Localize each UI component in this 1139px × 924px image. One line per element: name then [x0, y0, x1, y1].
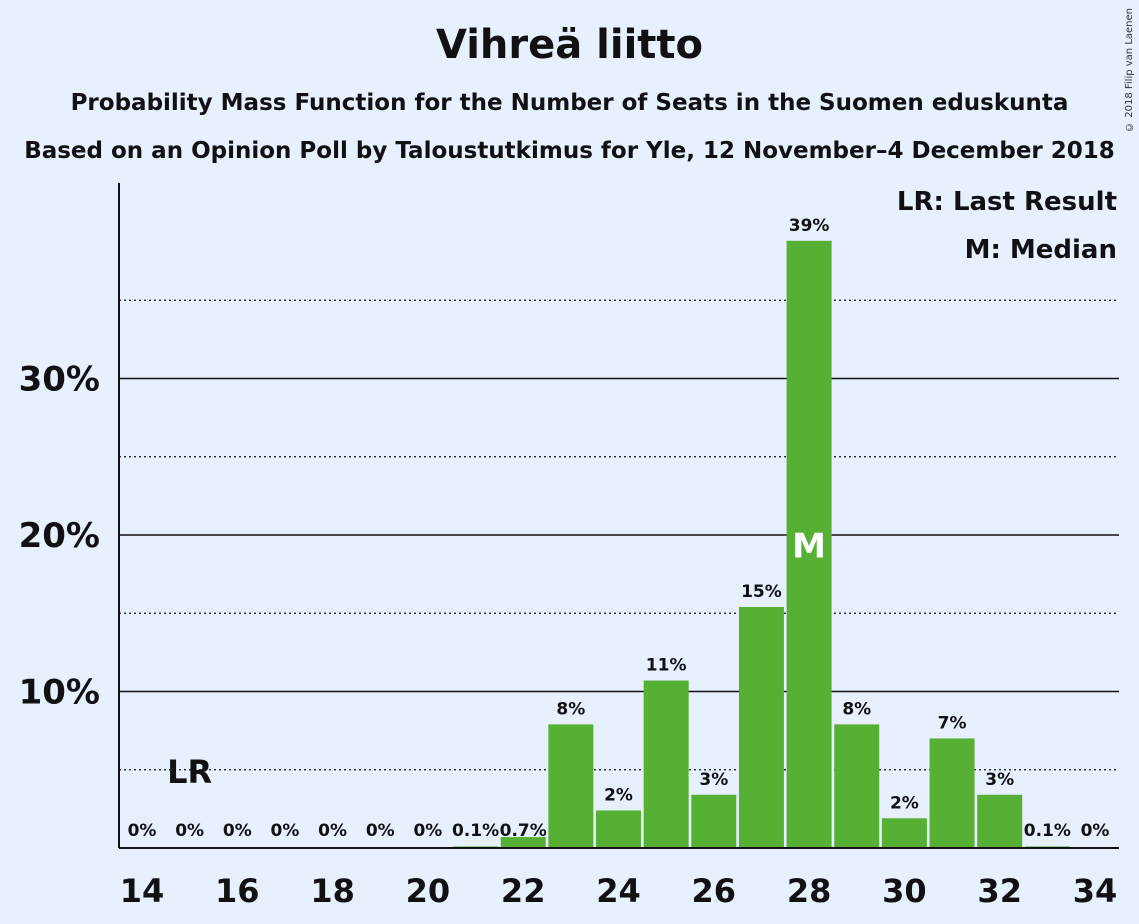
x-tick-label: 26 [692, 872, 737, 910]
bar-seat-25 [643, 680, 689, 848]
bar-seat-24 [596, 810, 641, 848]
median-marker: M [792, 526, 826, 566]
bar-label-seat-17: 0% [271, 821, 300, 841]
bar-label-seat-18: 0% [318, 821, 347, 841]
bar-seat-27 [738, 606, 784, 848]
bar-label-seat-31: 7% [938, 713, 967, 733]
chart-subtitle-line1: Probability Mass Function for the Number… [70, 90, 1069, 116]
bar-value-labels: 0% 0% 0% 0% 0% 0% 0% 0.1% 0.7%8%2%11%3%15%39%8%2… [128, 216, 1110, 841]
bar-seat-28 [786, 240, 832, 848]
gridlines [119, 299, 1119, 771]
bar-label-seat-24: 2% [604, 785, 633, 805]
bar-label-seat-14: 0% [128, 821, 157, 841]
x-tick-label: 20 [406, 872, 451, 910]
x-tick-label: 32 [977, 872, 1022, 910]
bar-label-seat-34: 0% [1081, 821, 1110, 841]
bar-seat-26 [691, 794, 737, 848]
x-tick-label: 16 [215, 872, 260, 910]
bar-label-seat-26: 3% [699, 770, 728, 790]
bar-label-seat-16: 0% [223, 821, 252, 841]
y-tick-label: 20% [19, 516, 100, 556]
chart-subtitle-line2: Based on an Opinion Poll by Taloustutkim… [24, 138, 1115, 164]
legend-last-result: LR: Last Result [897, 187, 1117, 217]
x-tick-label: 34 [1073, 872, 1118, 910]
last-result-marker: LR [167, 753, 212, 791]
bar-label-seat-19: 0% [366, 821, 395, 841]
legend-median: M: Median [965, 235, 1117, 265]
bar-seat-29 [834, 724, 880, 848]
x-tick-label: 28 [787, 872, 832, 910]
x-tick-label: 24 [596, 872, 641, 910]
bar-label-seat-25: 11% [646, 656, 687, 676]
legend: LR: Last Result M: Median [897, 187, 1117, 265]
bars [453, 240, 1070, 848]
chart-title: Vihreä liitto [435, 22, 704, 68]
axis-tick-labels: 14 16 18 20 22 24 26 28 30 32 34 10% 20% 30% [19, 360, 1118, 911]
y-tick-label: 30% [19, 360, 100, 400]
bar-label-seat-30: 2% [890, 793, 919, 813]
bar-label-seat-20: 0% [413, 821, 442, 841]
bar-label-seat-15: 0% [175, 821, 204, 841]
markers: LR M [167, 526, 826, 790]
x-tick-label: 14 [120, 872, 165, 910]
bar-seat-32 [977, 794, 1023, 848]
bar-label-seat-21: 0.1% [452, 821, 499, 841]
bar-seat-22 [500, 837, 546, 848]
axes [118, 183, 1119, 849]
bar-seat-30 [881, 818, 927, 848]
bar-label-seat-22: 0.7% [500, 821, 547, 841]
x-tick-label: 18 [310, 872, 355, 910]
bar-seat-31 [929, 738, 975, 848]
x-tick-label: 30 [882, 872, 927, 910]
x-tick-label: 22 [501, 872, 546, 910]
bar-label-seat-28: 39% [789, 216, 830, 236]
bar-label-seat-29: 8% [842, 699, 871, 719]
bar-label-seat-33: 0.1% [1024, 821, 1071, 841]
bar-label-seat-32: 3% [985, 770, 1014, 790]
bar-label-seat-23: 8% [556, 699, 585, 719]
bar-label-seat-27: 15% [741, 582, 782, 602]
y-tick-label: 10% [19, 673, 100, 713]
bar-seat-23 [548, 724, 594, 848]
